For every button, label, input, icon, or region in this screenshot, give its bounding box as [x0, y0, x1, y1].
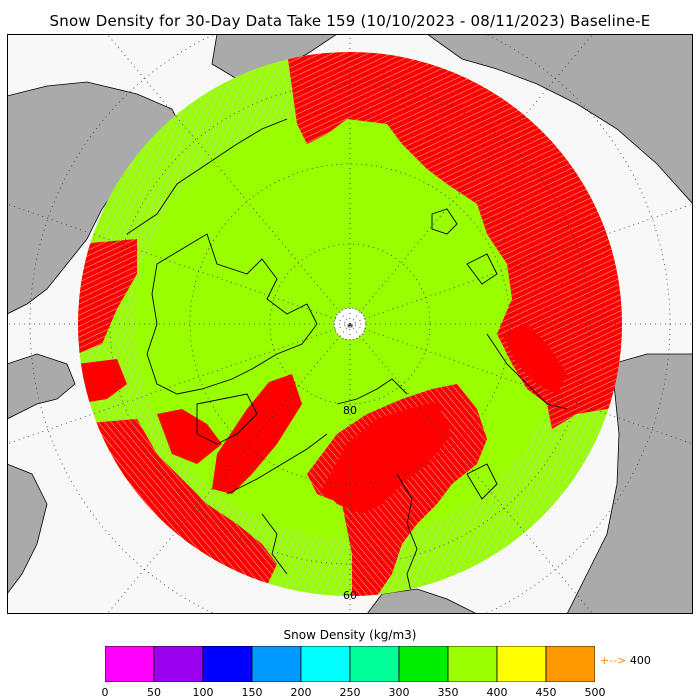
- colorbar-bin-0-50: [105, 646, 155, 682]
- colorbar-bin-400-450: [496, 646, 547, 682]
- colorbar-tick-label: 500: [584, 686, 606, 699]
- colorbar-tick-label: 300: [388, 686, 410, 699]
- colorbar-tick-label: 0: [101, 686, 109, 699]
- colorbar-tick-label: 50: [147, 686, 161, 699]
- colorbar-bin-300-350: [398, 646, 449, 682]
- colorbar-bin-100-150: [202, 646, 253, 682]
- colorbar-tick-label: 450: [535, 686, 557, 699]
- colorbar-bin-350-400: [447, 646, 498, 682]
- colorbar-tick-label: 250: [339, 686, 361, 699]
- colorbar-tick-label: 100: [192, 686, 214, 699]
- colorbar-tick-label: 400: [486, 686, 508, 699]
- lat-label-60: 60: [343, 589, 357, 602]
- colorbar-bin-200-250: [300, 646, 351, 682]
- colorbar: [105, 646, 595, 682]
- colorbar-bin-450-500: [545, 646, 595, 682]
- colorbar-bin-50-100: [153, 646, 204, 682]
- overflow-arrow-icon: +-->: [600, 654, 627, 667]
- coastlines: [126, 118, 568, 596]
- colorbar-tick-label: 200: [290, 686, 312, 699]
- colorbar-title: Snow Density (kg/m3): [283, 628, 417, 642]
- svg-text:≡: ≡: [347, 321, 354, 330]
- colorbar-bin-250-300: [349, 646, 400, 682]
- colorbar-tick-label: 350: [437, 686, 459, 699]
- polar-map: ≡ 80 60: [7, 34, 693, 614]
- land-masses: [7, 34, 693, 614]
- overflow-indicator: +--> 400: [600, 654, 651, 667]
- graticule: [7, 34, 693, 614]
- map-title: Snow Density for 30-Day Data Take 159 (1…: [49, 12, 651, 30]
- colorbar-tick-label: 150: [241, 686, 263, 699]
- colorbar-bin-150-200: [251, 646, 302, 682]
- overflow-value: 400: [629, 654, 651, 667]
- lat-label-80: 80: [343, 404, 357, 417]
